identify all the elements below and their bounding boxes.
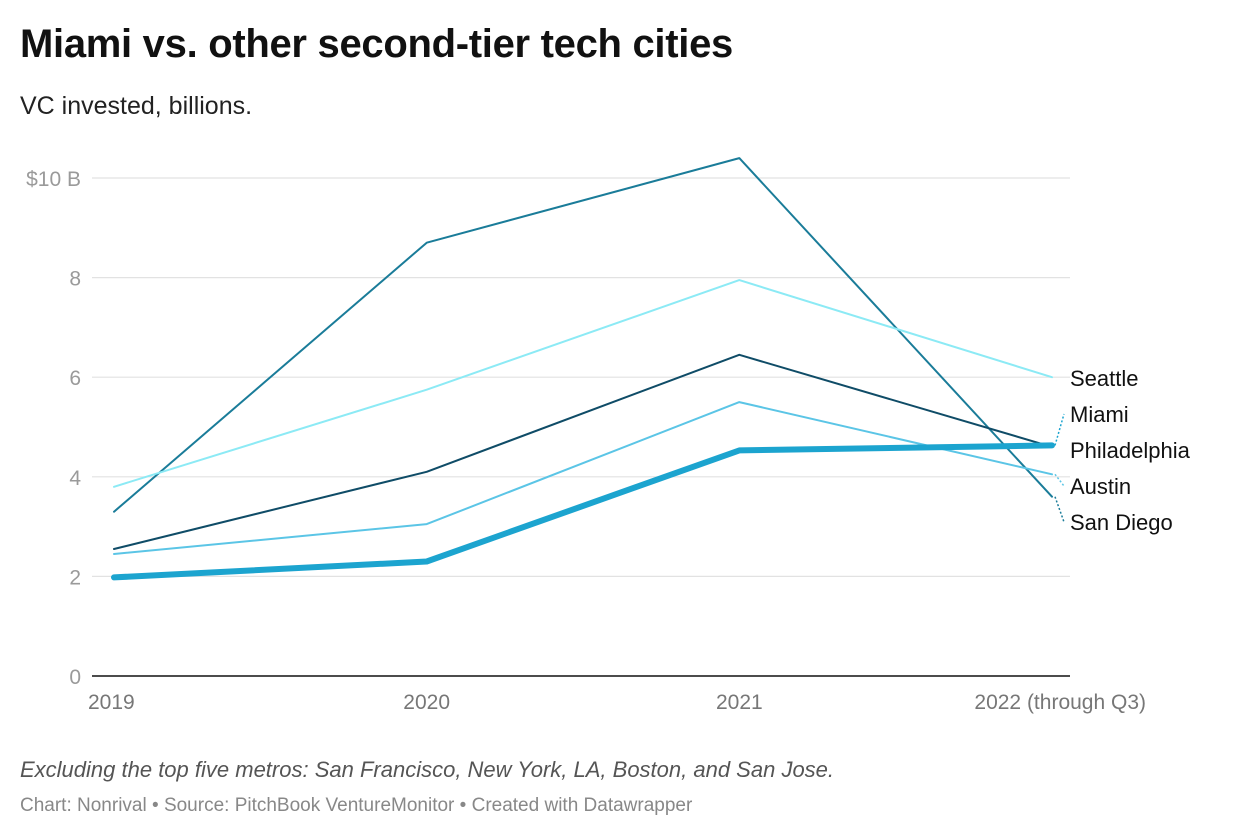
chart-credit: Chart: Nonrival <box>20 795 147 816</box>
footer-separator: • <box>459 795 467 816</box>
source-credit: Source: PitchBook VentureMonitor <box>163 795 455 816</box>
created-with: Created with Datawrapper <box>471 795 693 816</box>
series-labels: Seattle Miami Philadelphia Austin San Diego <box>1054 366 1191 535</box>
series-line-san-diego <box>113 157 1053 513</box>
series-line-austin <box>113 401 1053 555</box>
x-tick-label: 2021 <box>716 691 763 714</box>
series-line-miami <box>111 442 1055 581</box>
x-tick-label: 2019 <box>88 691 135 714</box>
y-tick-label: 0 <box>69 666 81 689</box>
series-line-philadelphia <box>113 353 1053 550</box>
gridlines <box>92 177 1070 677</box>
series-label: Seattle <box>1070 366 1139 391</box>
x-tick-label: 2022 (through Q3) <box>974 691 1146 714</box>
series-lines <box>111 157 1055 581</box>
series-label: San Diego <box>1070 510 1173 535</box>
chart-notes: Excluding the top five metros: San Franc… <box>20 757 835 782</box>
y-tick-label: 8 <box>69 268 81 291</box>
footer-separator: • <box>152 795 159 816</box>
label-leader <box>1054 473 1065 487</box>
chart-title: Miami vs. other second-tier tech cities <box>20 22 733 66</box>
y-tick-label: $10 B <box>26 168 81 191</box>
series-label: Miami <box>1070 402 1129 427</box>
x-tick-label: 2020 <box>403 691 450 714</box>
y-tick-label: 4 <box>69 467 81 490</box>
y-tick-label: 2 <box>69 566 81 589</box>
series-label: Philadelphia <box>1070 438 1191 463</box>
y-tick-label: 6 <box>69 367 81 390</box>
label-leader <box>1054 496 1065 523</box>
label-leader <box>1054 413 1065 446</box>
series-line-seattle <box>113 279 1053 488</box>
axis-ticks: 0 2 4 6 8 $10 B 2019 2020 2021 2022 (through Q3) <box>26 168 1146 714</box>
chart-footer: Chart: Nonrival • Source: PitchBook Vent… <box>20 795 692 817</box>
chart-subtitle: VC invested, billions. <box>20 92 253 120</box>
series-label: Austin <box>1070 474 1131 499</box>
